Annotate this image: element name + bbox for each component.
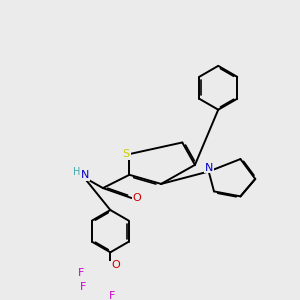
Text: S: S: [123, 149, 130, 159]
Text: O: O: [112, 260, 120, 270]
Text: N: N: [81, 170, 89, 180]
Text: F: F: [80, 282, 86, 292]
Text: F: F: [109, 291, 115, 300]
Text: F: F: [77, 268, 84, 278]
Text: N: N: [205, 163, 213, 172]
Text: H: H: [73, 167, 80, 177]
Text: O: O: [133, 193, 142, 203]
